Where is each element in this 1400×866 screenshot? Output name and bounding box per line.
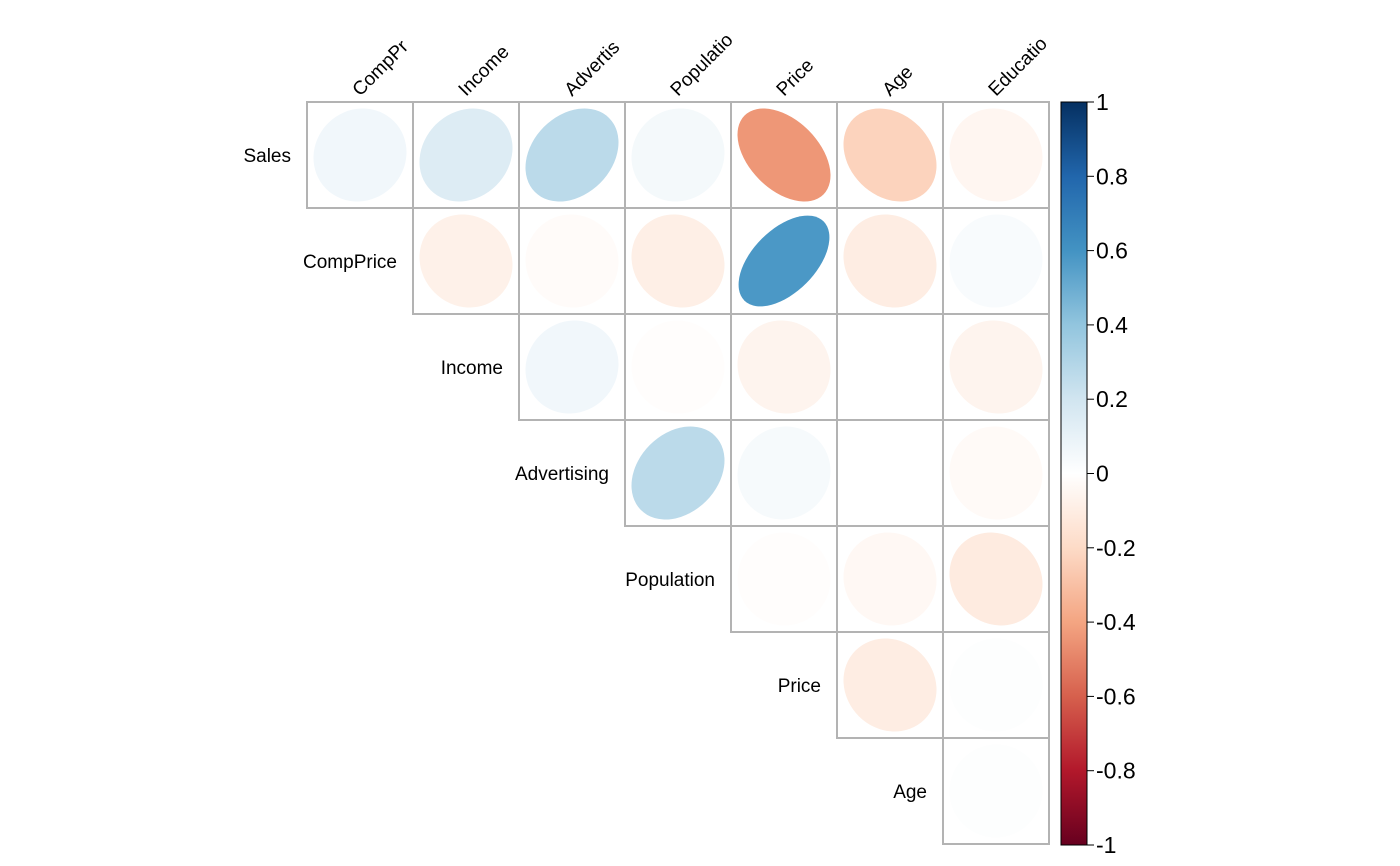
correlation-ellipse (949, 744, 1043, 838)
correlation-cell (942, 525, 1050, 633)
colorbar-tick-label: 0.8 (1096, 163, 1128, 189)
column-label: Educatio (985, 33, 1052, 100)
correlation-matrix (306, 101, 1050, 845)
correlation-cell (624, 313, 732, 421)
correlation-cell (942, 313, 1050, 421)
correlation-cell (942, 101, 1050, 209)
correlation-ellipse (843, 214, 937, 308)
correlation-ellipse (843, 532, 937, 626)
correlation-cell (836, 101, 944, 209)
correlation-cell (942, 207, 1050, 315)
cell-border (942, 737, 1050, 845)
correlation-cell (518, 207, 626, 315)
correlation-cell (518, 313, 626, 421)
correlation-cell (942, 737, 1050, 845)
correlation-cell (942, 419, 1050, 527)
row-labels: Sales CompPrice Income Advertising Populatio… (243, 146, 927, 803)
colorbar-tick-label: 0.2 (1096, 386, 1128, 412)
correlation-ellipse (419, 108, 513, 202)
correlation-ellipse (313, 108, 407, 202)
correlation-ellipse (631, 426, 725, 520)
correlation-ellipse (525, 108, 619, 202)
correlation-cell (518, 101, 626, 209)
correlation-ellipse (843, 426, 937, 520)
colorbar-ticks: 1 0.8 0.6 0.4 0.2 0 -0.2 -0.4 -0.6 -0.8 -1 (1087, 89, 1136, 858)
column-label: Populatio (667, 30, 738, 101)
column-labels: CompPr Income Advertis Populatio Price Age Edu… (349, 30, 1052, 101)
row-label: Advertising (515, 464, 609, 485)
row-label: Price (778, 676, 821, 697)
colorbar-tick-label: -0.4 (1096, 609, 1136, 635)
color-legend: 1 0.8 0.6 0.4 0.2 0 -0.2 -0.4 -0.6 -0.8 -1 (1060, 89, 1136, 858)
correlation-cell (730, 101, 838, 209)
correlation-cell (942, 631, 1050, 739)
correlation-ellipse (949, 214, 1043, 308)
colorbar-tick-label: -0.6 (1096, 683, 1136, 709)
colorbar-tick-label: 0 (1096, 461, 1109, 487)
correlation-cell (730, 525, 838, 633)
correlation-ellipse (737, 426, 831, 520)
correlation-cell (836, 631, 944, 739)
correlation-ellipse (843, 320, 937, 414)
correlation-ellipse (949, 426, 1043, 520)
correlation-ellipse (631, 320, 725, 414)
correlation-ellipse (631, 108, 725, 202)
correlation-cell (730, 207, 838, 315)
correlation-ellipse (843, 638, 937, 732)
correlation-ellipse (843, 108, 937, 202)
colorbar-tick-label: 0.4 (1096, 312, 1128, 338)
row-label: CompPrice (303, 252, 397, 273)
colorbar-gradient (1060, 101, 1088, 846)
row-label: Sales (243, 146, 291, 167)
column-label: Price (773, 55, 818, 100)
correlation-cell (836, 525, 944, 633)
correlation-ellipse (419, 214, 513, 308)
correlation-ellipse (525, 214, 619, 308)
colorbar-tick-label: -1 (1096, 832, 1116, 858)
correlation-cell (836, 419, 944, 527)
correlation-ellipse (737, 532, 831, 626)
correlation-cell (624, 419, 732, 527)
correlation-ellipse (737, 320, 831, 414)
correlation-ellipse (525, 320, 619, 414)
correlation-cell (730, 313, 838, 421)
correlation-cell (412, 101, 520, 209)
correlation-ellipse (738, 215, 830, 307)
correlation-ellipse (631, 214, 725, 308)
row-label: Population (625, 570, 715, 591)
colorbar-tick-label: 0.6 (1096, 238, 1128, 264)
column-label: CompPr (349, 36, 414, 101)
colorbar-tick-label: 1 (1096, 89, 1109, 115)
correlation-ellipse (949, 638, 1043, 732)
row-label: Age (893, 782, 927, 803)
correlation-ellipse (949, 320, 1043, 414)
correlation-cell (412, 207, 520, 315)
correlation-cell (836, 313, 944, 421)
correlation-cell (624, 207, 732, 315)
correlation-cell (730, 419, 838, 527)
correlation-ellipse (949, 108, 1043, 202)
colorbar-tick-label: -0.8 (1096, 758, 1136, 784)
correlation-ellipse (737, 108, 831, 202)
column-label: Age (879, 62, 918, 101)
row-label: Income (441, 358, 503, 379)
column-label: Advertis (561, 37, 624, 100)
correlation-cell (624, 101, 732, 209)
colorbar-tick-label: -0.2 (1096, 535, 1136, 561)
correlation-cell (836, 207, 944, 315)
column-label: Income (455, 42, 514, 101)
correlation-ellipse (949, 532, 1043, 626)
correlation-cell (306, 101, 414, 209)
